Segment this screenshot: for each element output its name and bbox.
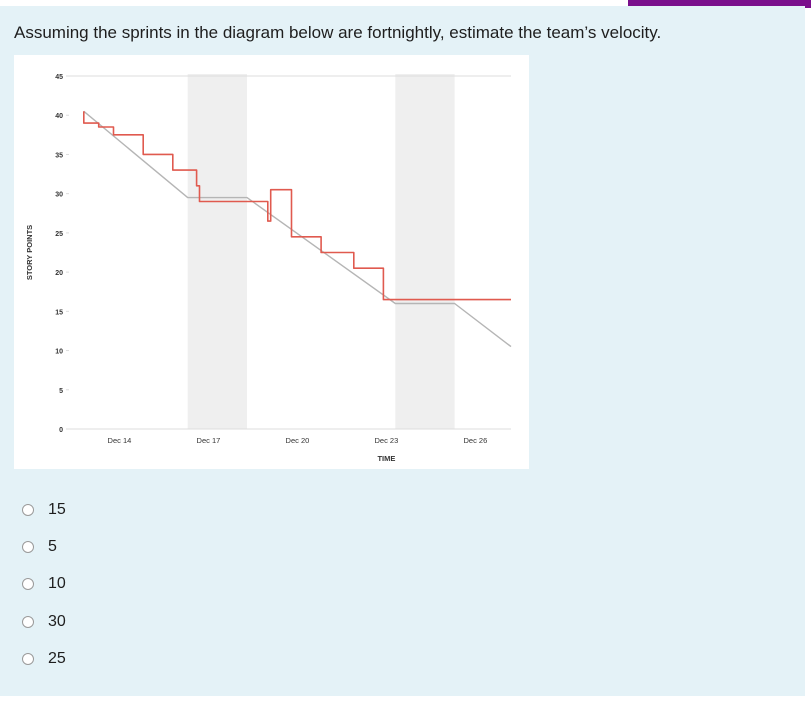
radio-button[interactable] [22, 504, 34, 516]
option-label: 15 [48, 501, 66, 518]
option-10[interactable]: 10 [22, 574, 222, 594]
y-tick-label: 40 [55, 113, 63, 120]
y-tick-label: 45 [55, 74, 63, 81]
weekend-band [187, 74, 247, 429]
question-panel: Assuming the sprints in the diagram belo… [0, 6, 805, 696]
weekend-band [395, 74, 455, 429]
burndown-chart-svg: 0 5 10 15 20 25 30 35 40 45 Dec 14 Dec 17 Dec 20 Dec … [25, 74, 512, 463]
x-tick-label: Dec 26 [464, 436, 488, 445]
burndown-chart: 0 5 10 15 20 25 30 35 40 45 Dec 14 Dec 17 Dec 20 Dec … [14, 55, 529, 469]
radio-button[interactable] [22, 578, 34, 590]
y-tick-label: 35 [55, 152, 63, 159]
y-tick-label: 30 [55, 192, 63, 199]
x-tick-label: Dec 14 [108, 436, 132, 445]
option-25[interactable]: 25 [22, 649, 222, 669]
option-label: 30 [48, 613, 66, 630]
y-tick-label: 0 [59, 427, 63, 434]
radio-button[interactable] [22, 616, 34, 628]
radio-button[interactable] [22, 653, 34, 665]
top-accent-bar [628, 0, 811, 8]
option-label: 5 [48, 538, 57, 555]
option-label: 25 [48, 650, 66, 667]
y-tick-label: 20 [55, 270, 63, 277]
question-text: Assuming the sprints in the diagram belo… [14, 23, 662, 42]
y-tick-label: 15 [55, 309, 63, 316]
option-30[interactable]: 30 [22, 612, 222, 632]
x-tick-label: Dec 20 [286, 436, 310, 445]
y-tick-label: 5 [59, 388, 63, 395]
radio-button[interactable] [22, 541, 34, 553]
x-axis-title: TIME [377, 454, 395, 463]
option-15[interactable]: 15 [22, 500, 222, 520]
y-tick-label: 25 [55, 231, 63, 238]
series-line-actual [83, 111, 511, 301]
y-axis-title: STORY POINTS [25, 225, 34, 280]
x-tick-label: Dec 23 [375, 436, 399, 445]
y-tick-label: 10 [55, 349, 63, 356]
option-label: 10 [48, 575, 66, 592]
option-5[interactable]: 5 [22, 537, 222, 557]
x-tick-label: Dec 17 [197, 436, 221, 445]
